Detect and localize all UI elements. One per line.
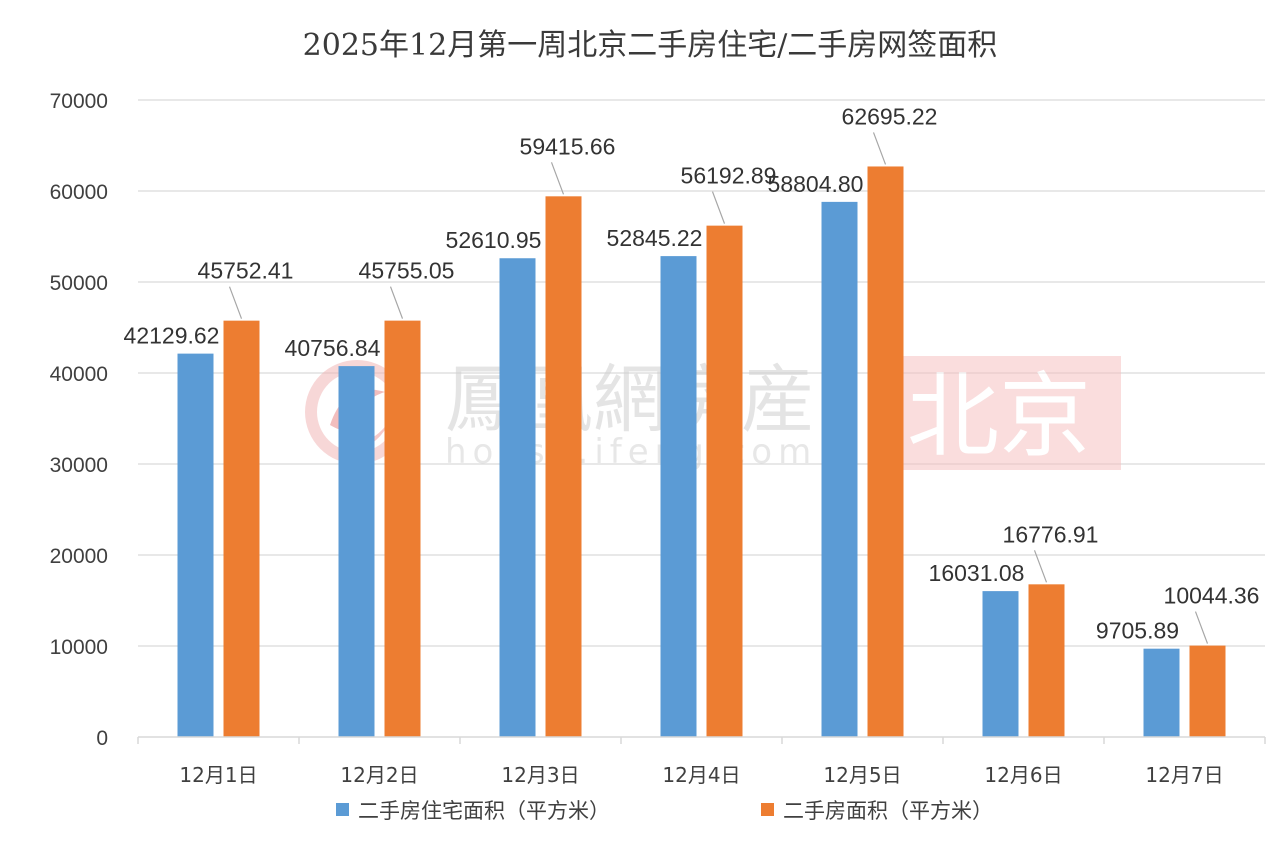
x-tick-label: 12月7日 [1145,763,1223,787]
data-label-series-2: 16776.91 [1003,521,1099,547]
y-tick-label: 40000 [50,363,108,386]
data-label-series-1: 58804.80 [768,171,864,197]
data-label-series-2: 45752.41 [198,258,294,284]
bar-series-2 [545,196,582,737]
x-tick-label: 12月6日 [984,763,1062,787]
x-tick-label: 12月2日 [340,763,418,787]
x-tick-label: 12月4日 [662,763,740,787]
data-label-series-1: 16031.08 [929,560,1025,586]
bar-series-1 [660,256,697,737]
data-label-series-2: 45755.05 [359,258,455,284]
data-label-series-1: 40756.84 [285,335,381,361]
leader-line [389,286,404,319]
y-tick-label: 60000 [50,181,108,204]
y-tick-label: 50000 [50,272,108,295]
legend-swatch-series-1 [336,803,349,816]
x-tick-label: 12月1日 [179,763,257,787]
bar-series-1 [1143,648,1180,737]
legend-label-series-2: 二手房面积（平方米） [783,799,993,823]
y-tick-label: 0 [96,727,108,750]
data-label-series-2: 62695.22 [842,103,938,129]
y-tick-label: 10000 [50,636,108,659]
data-label-series-2: 56192.89 [681,163,777,189]
bar-series-1 [499,258,536,737]
bar-series-2 [1028,584,1065,737]
bar-series-1 [982,591,1019,737]
data-label-series-1: 9705.89 [1096,618,1179,644]
bar-series-2 [867,166,904,737]
bar-series-2 [223,320,260,737]
watermark-city-badge [878,356,1121,470]
legend-label-series-1: 二手房住宅面积（平方米） [358,799,610,823]
leader-line [228,286,243,319]
y-tick-label: 70000 [50,90,108,113]
y-tick-label: 30000 [50,454,108,477]
bar-series-1 [338,366,375,737]
leader-line [1033,550,1048,583]
leader-line [550,162,565,195]
x-tick-label: 12月5日 [823,763,901,787]
chart-title: 2025年12月第一周北京二手房住宅/二手房网签面积 [303,28,998,63]
bar-series-1 [177,353,214,737]
data-label-series-2: 59415.66 [520,133,616,159]
watermark-city: 北京 [907,363,1091,470]
bars [177,166,1226,737]
bar-series-2 [1189,645,1226,737]
data-label-series-1: 52845.22 [607,225,703,251]
data-label-series-1: 42129.62 [124,323,220,349]
data-label-series-2: 10044.36 [1164,583,1260,609]
axes: 0 10000 20000 30000 40000 50000 60000 70000 12月1… [50,90,1266,787]
legend: 二手房住宅面积（平方米） 二手房面积（平方米） [336,799,993,823]
bar-series-1 [821,201,858,737]
leader-line [711,191,726,224]
data-label-series-1: 52610.95 [446,227,542,253]
bar-series-2 [384,320,421,737]
legend-swatch-series-2 [761,803,774,816]
x-tick-label: 12月3日 [501,763,579,787]
leader-line [1194,611,1209,644]
y-tick-label: 20000 [50,545,108,568]
bar-series-2 [706,225,743,737]
data-labels: 42129.62 40756.84 52610.95 52845.22 58804.80… [124,103,1260,644]
leader-line [872,132,887,165]
